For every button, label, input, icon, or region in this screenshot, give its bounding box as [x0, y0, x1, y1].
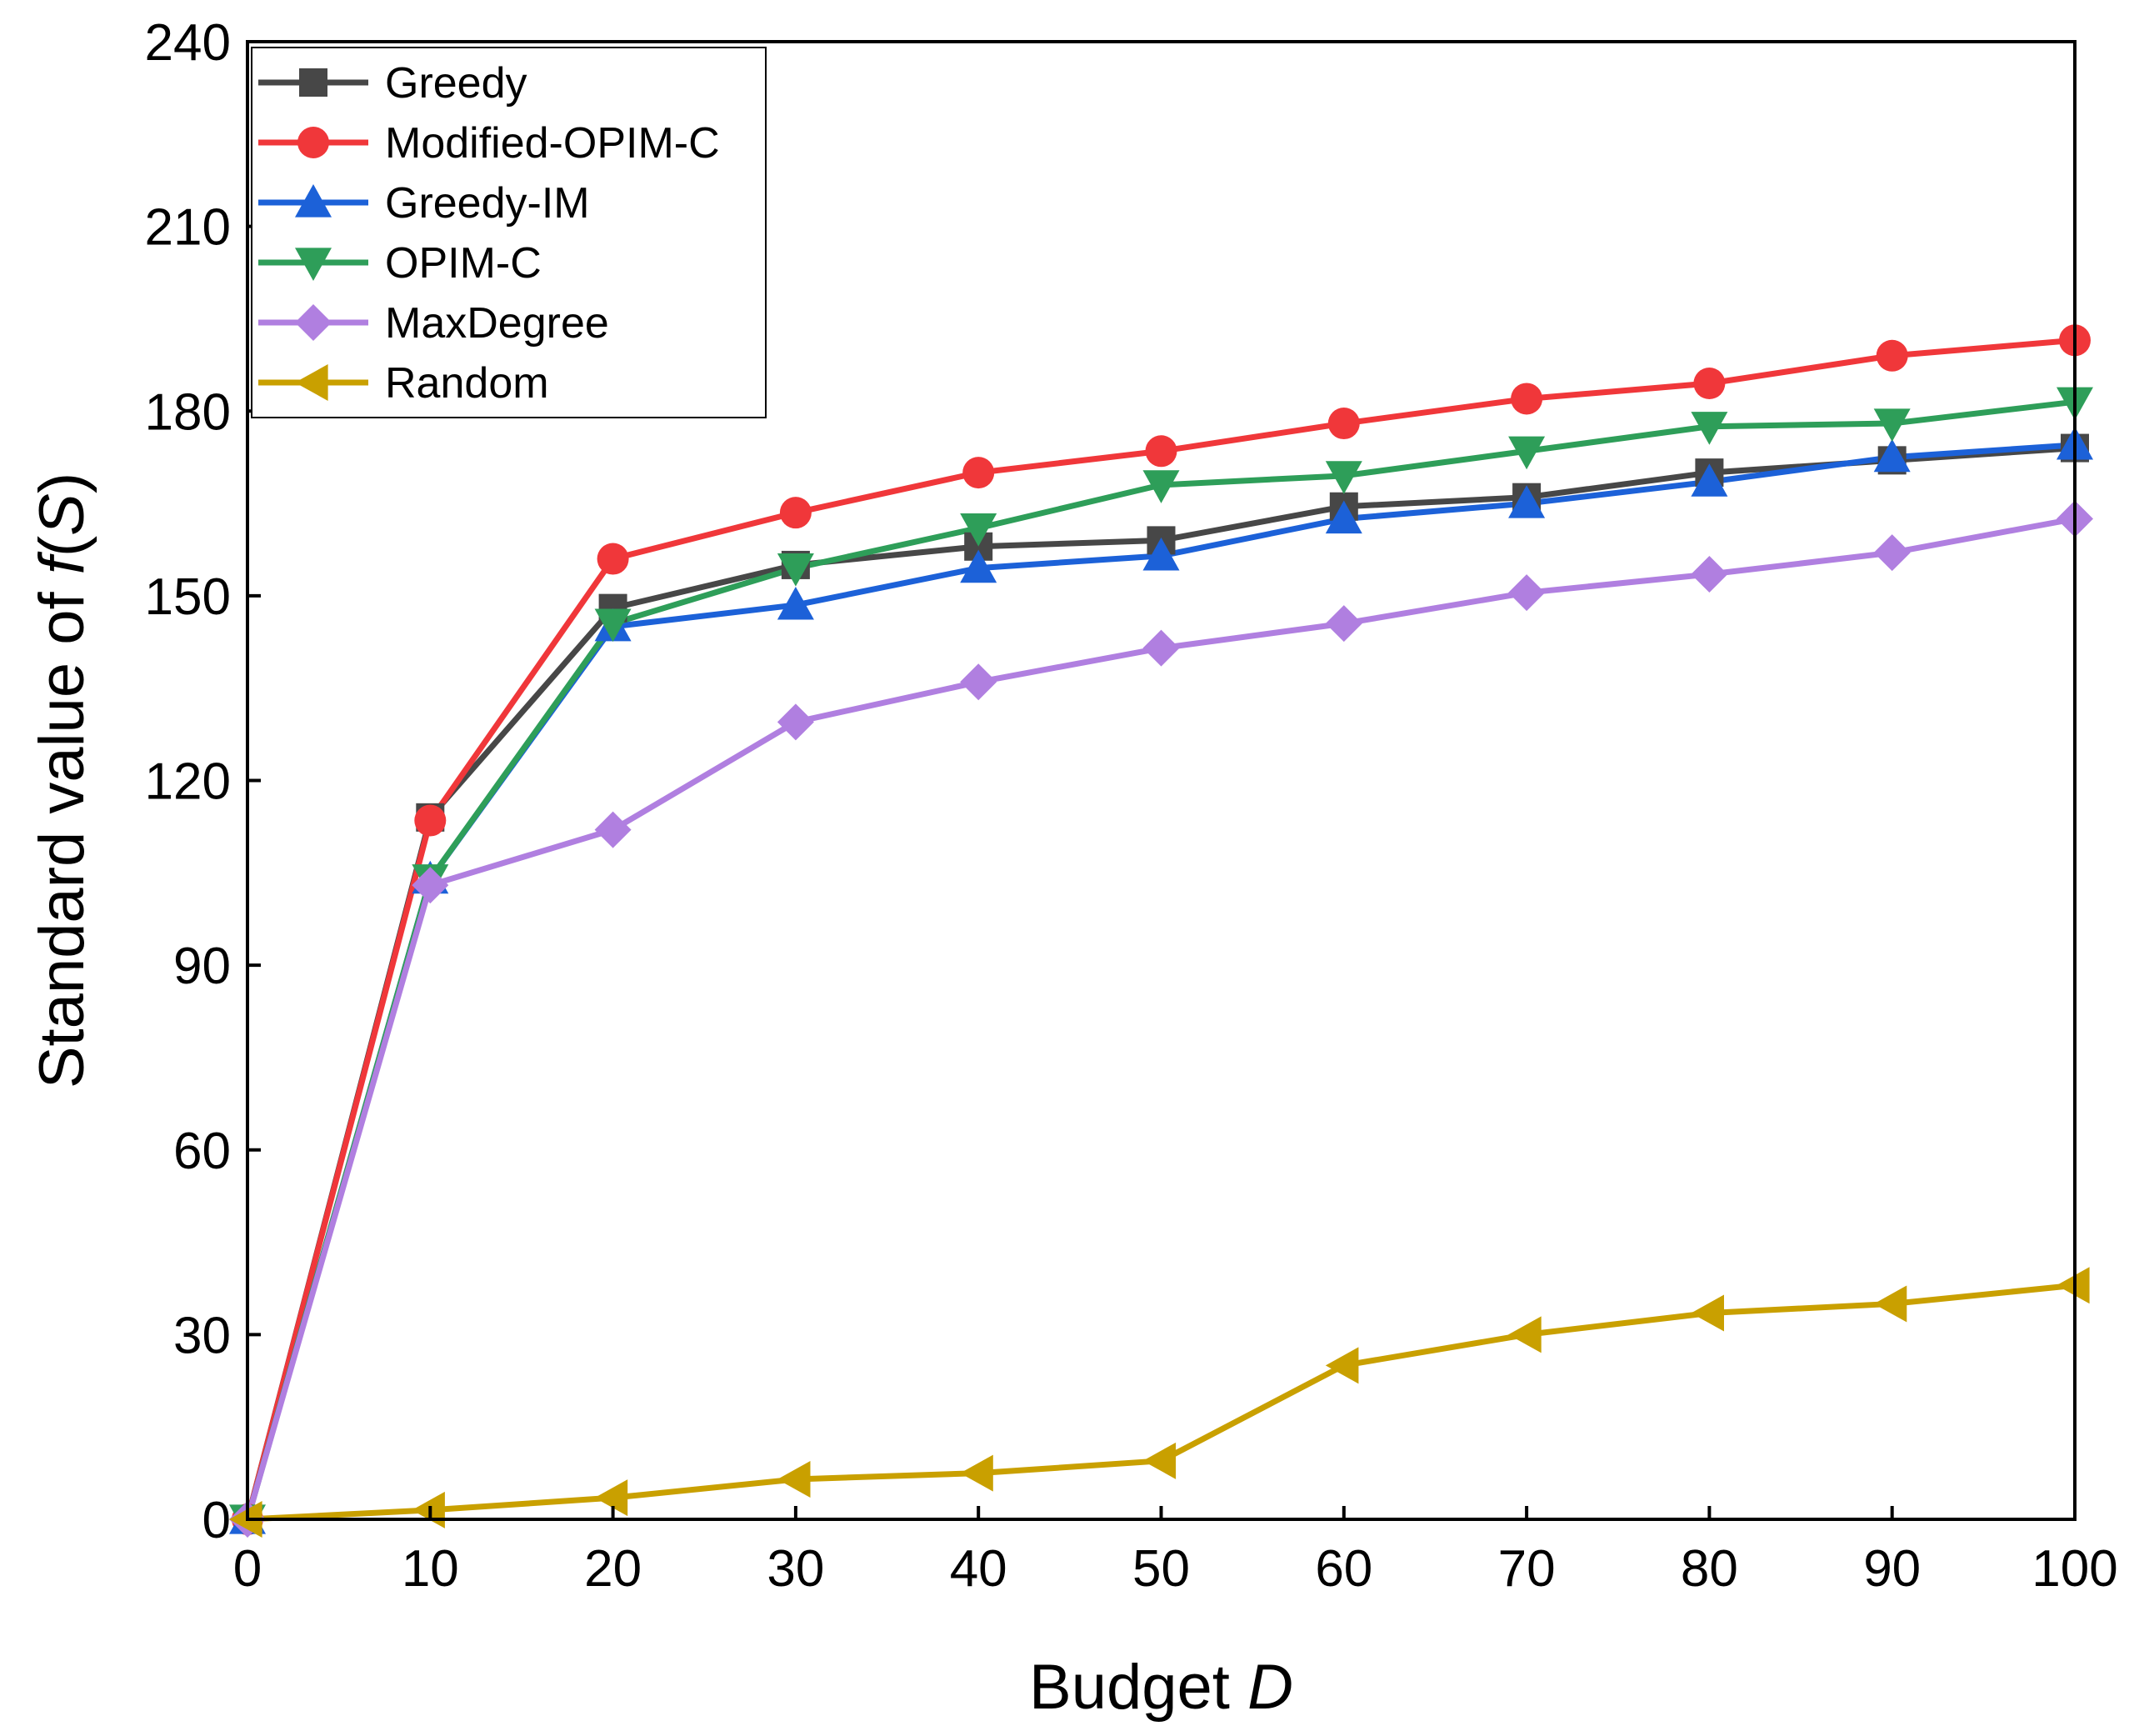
- legend-label-opim-c: OPIM-C: [385, 239, 542, 288]
- data-point-modified-opim-c: [1327, 408, 1360, 440]
- x-axis-title-variable: D: [1247, 1652, 1293, 1723]
- data-point-modified-opim-c: [962, 457, 995, 489]
- data-point-random: [229, 1501, 262, 1538]
- data-point-maxdegree: [777, 703, 814, 741]
- legend-label-greedy: Greedy: [385, 59, 527, 108]
- data-point-maxdegree: [1508, 574, 1546, 612]
- legend-marker-modified-opim-c: [297, 127, 329, 158]
- legend-label-maxdegree: MaxDegree: [385, 299, 609, 348]
- legend-marker-greedy: [299, 68, 327, 97]
- data-point-greedy-im: [1325, 500, 1362, 534]
- x-tick-label: 80: [1681, 1540, 1738, 1598]
- data-point-modified-opim-c: [779, 497, 812, 529]
- data-point-random: [777, 1460, 811, 1498]
- x-tick-label: 60: [1315, 1540, 1372, 1598]
- data-point-greedy-im: [1873, 438, 1911, 473]
- data-point-random: [1508, 1316, 1542, 1353]
- y-axis-title-text: Standard value of: [27, 592, 97, 1089]
- legend-label-modified-opim-c: Modified-OPIM-C: [385, 119, 720, 168]
- data-point-opim-c: [1508, 436, 1546, 470]
- data-point-opim-c: [777, 553, 814, 587]
- data-point-maxdegree: [412, 867, 449, 904]
- data-point-maxdegree: [1325, 605, 1362, 643]
- data-point-greedy-im: [1691, 463, 1728, 497]
- x-axis-title: Budget D: [1029, 1652, 1293, 1723]
- y-tick-label: 180: [145, 383, 231, 441]
- data-point-greedy-im: [1508, 485, 1546, 518]
- data-point-random: [1691, 1294, 1724, 1332]
- legend-marker-maxdegree: [295, 304, 332, 341]
- data-point-opim-c: [1873, 408, 1911, 443]
- y-tick-label: 90: [173, 938, 231, 995]
- data-point-opim-c: [594, 608, 632, 643]
- data-point-greedy-im: [1142, 537, 1180, 571]
- x-tick-label: 40: [950, 1540, 1007, 1598]
- x-tick-label: 0: [233, 1540, 262, 1598]
- legend-marker-opim-c: [295, 248, 332, 281]
- legend-marker-random: [295, 364, 328, 401]
- x-tick-label: 70: [1498, 1540, 1556, 1598]
- data-point-maxdegree: [1142, 629, 1180, 667]
- x-tick-label: 10: [402, 1540, 459, 1598]
- data-point-maxdegree: [1873, 534, 1911, 572]
- x-axis-title-text: Budget: [1029, 1652, 1230, 1723]
- data-point-modified-opim-c: [597, 543, 629, 575]
- y-axis-title-s: S: [27, 493, 97, 536]
- data-point-opim-c: [1325, 461, 1362, 494]
- data-point-opim-c: [1142, 470, 1180, 503]
- data-point-opim-c: [960, 513, 997, 547]
- y-axis-title-paren-close: ): [27, 473, 97, 493]
- data-point-opim-c: [1691, 412, 1728, 445]
- data-point-modified-opim-c: [1876, 339, 1908, 372]
- legend: Greedy Modified-OPIM-C Greedy-IM OPIM-C MaxD…: [251, 47, 767, 418]
- data-point-greedy-im: [777, 586, 814, 620]
- x-tick-label: 50: [1132, 1540, 1190, 1598]
- y-tick-label: 0: [202, 1492, 231, 1549]
- y-axis-title-paren-open: (: [27, 536, 97, 557]
- y-tick-label: 210: [145, 199, 231, 257]
- data-point-maxdegree: [594, 811, 632, 848]
- data-point-random: [2057, 1267, 2090, 1304]
- legend-label-random: Random: [385, 359, 549, 408]
- y-tick-label: 120: [145, 753, 231, 811]
- data-point-random: [960, 1454, 993, 1492]
- x-tick-label: 30: [767, 1540, 824, 1598]
- data-point-maxdegree: [1691, 556, 1728, 593]
- data-point-modified-opim-c: [1145, 435, 1177, 468]
- data-point-random: [1325, 1347, 1359, 1384]
- legend-label-greedy-im: Greedy-IM: [385, 179, 590, 228]
- y-tick-label: 240: [145, 14, 231, 72]
- data-point-random: [594, 1479, 628, 1517]
- y-axis-ticks: 0 30 60 90 120 150 180 210 240: [145, 14, 261, 1549]
- series-markers: [229, 324, 2093, 1538]
- x-tick-label: 20: [584, 1540, 642, 1598]
- y-tick-label: 30: [173, 1307, 231, 1364]
- y-tick-label: 60: [173, 1123, 231, 1180]
- data-point-greedy-im: [960, 549, 997, 583]
- data-point-random: [1873, 1285, 1907, 1323]
- x-tick-label: 90: [1863, 1540, 1921, 1598]
- y-tick-label: 150: [145, 568, 231, 626]
- data-point-modified-opim-c: [1511, 383, 1543, 415]
- y-axis-title: Standard value of f(S): [27, 473, 97, 1088]
- data-point-modified-opim-c: [1693, 368, 1726, 400]
- data-point-modified-opim-c: [414, 804, 447, 837]
- data-point-maxdegree: [960, 663, 997, 701]
- legend-marker-greedy-im: [295, 184, 332, 218]
- x-axis-ticks: 0 10 20 30 40 50 60 70 80 90 100: [233, 1506, 2118, 1598]
- data-point-random: [1142, 1442, 1177, 1479]
- x-tick-label: 100: [2032, 1540, 2117, 1598]
- legend-box: [251, 47, 767, 418]
